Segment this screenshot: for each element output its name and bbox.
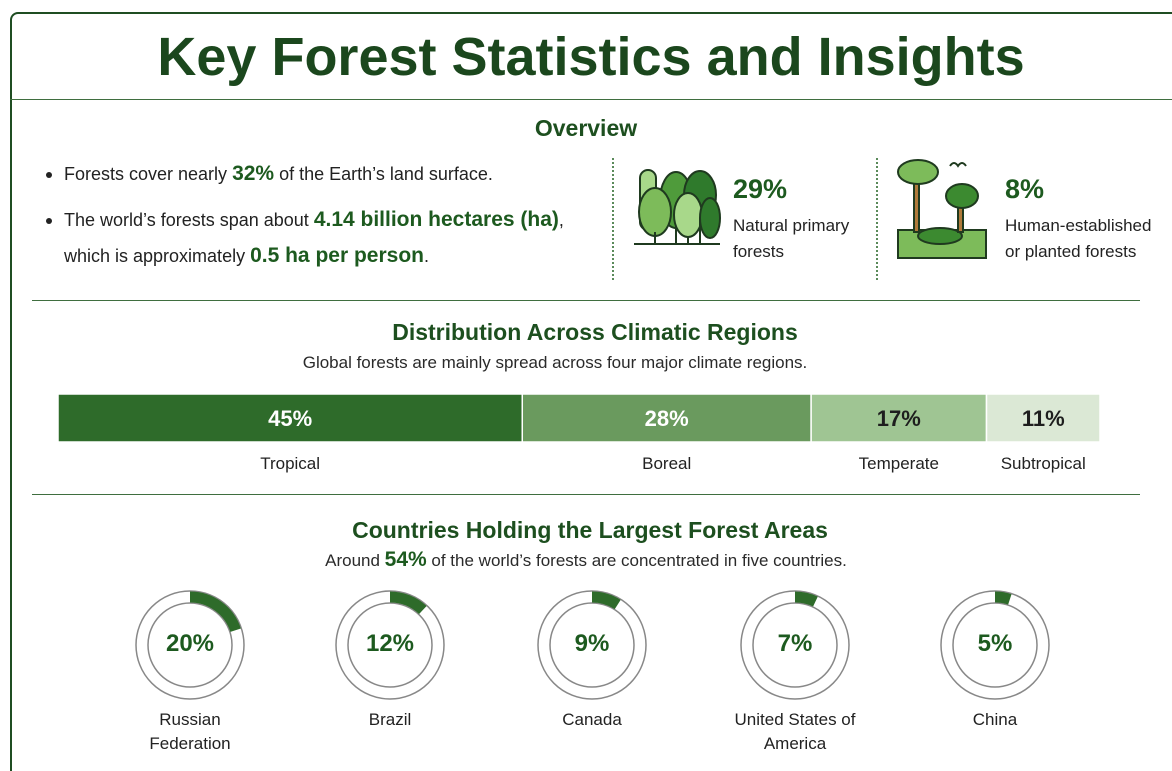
gauge-label: 12% (340, 630, 440, 658)
highlight: 0.5 ha per person (250, 244, 424, 267)
text: The world’s forests span about (64, 210, 314, 230)
gauge-arc (995, 597, 1010, 599)
country-name: Canada (527, 708, 657, 732)
text: . (424, 246, 429, 266)
infographic: Key Forest Statistics and Insights Overv… (0, 0, 1172, 771)
region-name: Temperate (811, 454, 986, 474)
section-subtitle: Around 54% of the world’s forests are co… (0, 548, 1172, 572)
bar-label: 17% (811, 406, 986, 432)
divider (32, 300, 1140, 301)
bullet: The world’s forests span about 4.14 bill… (44, 202, 604, 274)
highlight: 54% (385, 548, 427, 571)
stat-text: Natural primary forests (733, 213, 873, 265)
region-name: Subtropical (987, 454, 1100, 474)
page-title: Key Forest Statistics and Insights (10, 26, 1172, 88)
stat-value: 8% (1005, 174, 1044, 205)
section-heading: Distribution Across Climatic Regions (0, 319, 1172, 346)
gauge-label: 9% (542, 630, 642, 658)
gauge-label: 7% (745, 630, 845, 658)
section-heading: Overview (0, 115, 1172, 142)
bullet-dot (46, 218, 52, 224)
section-subtitle: Global forests are mainly spread across … (0, 353, 1110, 373)
divider (10, 99, 1172, 100)
country-name: United States of America (730, 708, 860, 756)
stat-value: 29% (733, 174, 787, 205)
bar-label: 45% (58, 406, 522, 432)
separator (612, 158, 614, 280)
country-name: Brazil (325, 708, 455, 732)
text: of the world’s forests are concentrated … (427, 551, 847, 570)
text: Forests cover nearly (64, 164, 232, 184)
gauge-label: 5% (945, 630, 1045, 658)
region-name: Boreal (522, 454, 811, 474)
bullet: Forests cover nearly 32% of the Earth’s … (44, 156, 604, 192)
planted-icon (898, 160, 986, 258)
forest-icon (634, 170, 720, 244)
bullet-dot (46, 172, 52, 178)
text: of the Earth’s land surface. (274, 164, 493, 184)
highlight: 32% (232, 162, 274, 185)
bullet-list: Forests cover nearly 32% of the Earth’s … (44, 156, 604, 274)
gauge-label: 20% (140, 630, 240, 658)
highlight: 4.14 billion hectares (ha) (314, 208, 559, 231)
separator (876, 158, 878, 280)
country-name: China (930, 708, 1060, 732)
stat-text: Human-established or planted forests (1005, 213, 1170, 265)
region-name: Tropical (58, 454, 522, 474)
gauge-arc (795, 597, 815, 602)
country-name: Russian Federation (125, 708, 255, 756)
text: Around (325, 551, 385, 570)
gauge-arc (190, 597, 236, 630)
section-heading: Countries Holding the Largest Forest Are… (0, 517, 1172, 544)
divider (32, 494, 1140, 495)
bar-label: 11% (987, 406, 1100, 432)
bar-label: 28% (522, 406, 811, 432)
